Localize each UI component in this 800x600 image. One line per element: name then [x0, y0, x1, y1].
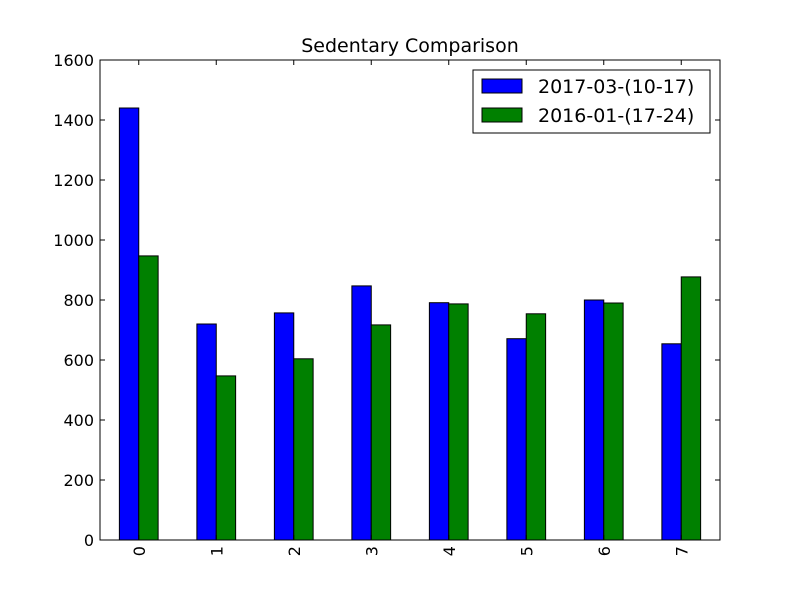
chart-title: Sedentary Comparison — [301, 35, 519, 57]
x-tick-label: 7 — [672, 546, 691, 556]
x-tick-label: 4 — [440, 546, 459, 556]
bar-series-2-cat-4 — [448, 303, 469, 541]
y-tick-label: 200 — [63, 471, 94, 490]
legend-swatch-series-1 — [481, 78, 523, 94]
bar-series-1-cat-0 — [118, 107, 140, 541]
bar-series-1-cat-2 — [273, 312, 295, 541]
x-tick-label: 3 — [362, 546, 381, 556]
x-tick-label: 0 — [130, 546, 149, 556]
bar-series-2-cat-1 — [215, 375, 237, 541]
x-tick-label: 1 — [207, 546, 226, 556]
legend: 2017-03-(10-17) 2016-01-(17-24) — [472, 69, 711, 134]
bars-layer — [118, 107, 702, 541]
bar-series-1-cat-7 — [661, 343, 682, 541]
y-tick-label: 1600 — [53, 51, 94, 70]
bar-series-2-cat-7 — [680, 276, 702, 541]
y-tick-label: 400 — [63, 411, 94, 430]
x-tick-label: 5 — [517, 546, 536, 556]
legend-swatch-series-2 — [481, 107, 523, 123]
bar-series-2-cat-0 — [138, 255, 159, 541]
bar-series-1-cat-1 — [196, 323, 217, 541]
y-tick-label: 1400 — [53, 111, 94, 130]
ticks-layer: 0 200 400 600 800 1000 1200 1400 1600 0 1 2 3 4 5 6 7 — [53, 51, 720, 556]
bar-series-1-cat-4 — [428, 302, 450, 541]
y-tick-label: 0 — [84, 531, 94, 550]
legend-label-series-2: 2016-01-(17-24) — [538, 105, 694, 127]
y-tick-label: 1200 — [53, 171, 94, 190]
bar-series-2-cat-3 — [370, 324, 392, 541]
bar-series-1-cat-5 — [506, 338, 527, 541]
x-tick-label: 6 — [595, 546, 614, 556]
bar-series-2-cat-5 — [525, 313, 547, 541]
y-tick-label: 800 — [63, 291, 94, 310]
bar-series-1-cat-3 — [351, 285, 372, 541]
y-tick-label: 600 — [63, 351, 94, 370]
plot-frame — [99, 59, 721, 541]
bar-series-2-cat-6 — [603, 302, 624, 541]
bar-series-2-cat-2 — [293, 358, 314, 541]
legend-label-series-1: 2017-03-(10-17) — [538, 76, 694, 98]
x-tick-label: 2 — [285, 546, 304, 556]
y-tick-label: 1000 — [53, 231, 94, 250]
bar-series-1-cat-6 — [583, 299, 605, 541]
